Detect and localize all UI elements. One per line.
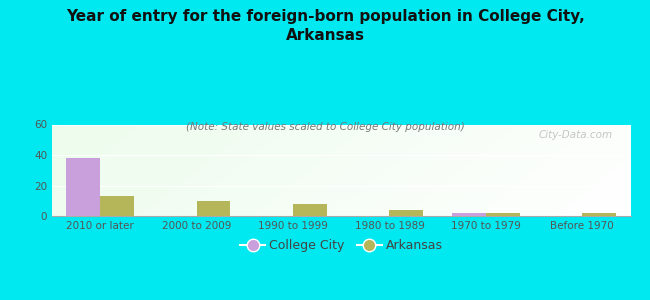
- Text: City-Data.com: City-Data.com: [539, 130, 613, 140]
- Bar: [293, 204, 327, 216]
- Text: (Note: State values scaled to College City population): (Note: State values scaled to College Ci…: [186, 122, 464, 131]
- Bar: [582, 213, 616, 216]
- Legend: College City, Arkansas: College City, Arkansas: [235, 234, 447, 257]
- Bar: [452, 213, 486, 216]
- Bar: [389, 210, 423, 216]
- Bar: [100, 196, 134, 216]
- Bar: [196, 201, 230, 216]
- Bar: [486, 213, 519, 216]
- Text: Year of entry for the foreign-born population in College City,
Arkansas: Year of entry for the foreign-born popul…: [66, 9, 584, 43]
- Bar: [66, 158, 100, 216]
